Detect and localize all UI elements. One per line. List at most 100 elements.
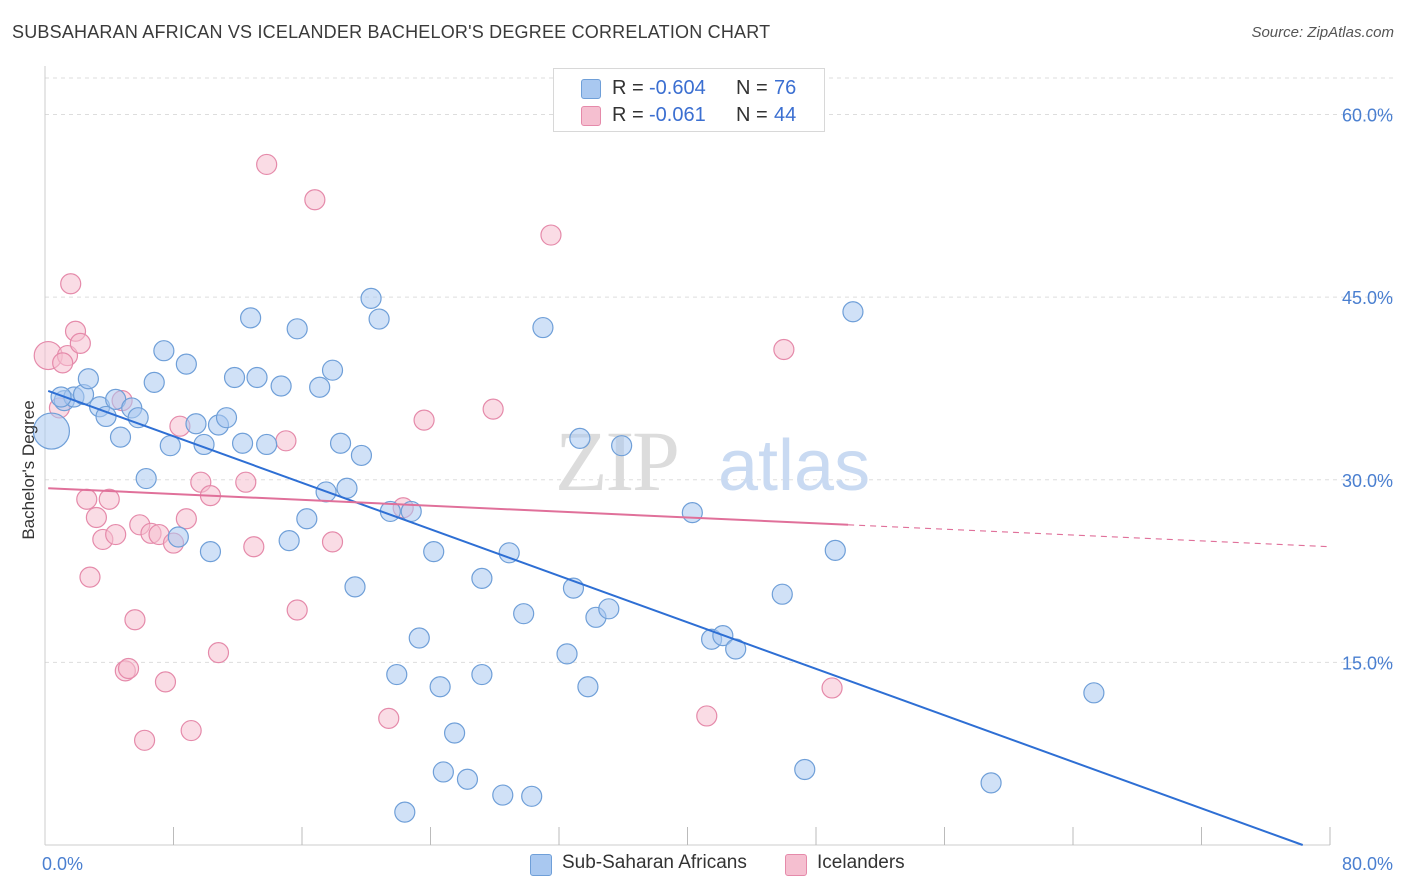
correlation-legend: R = -0.604 N = 76 R = -0.061 N = 44 <box>553 68 825 132</box>
legend-r-value: -0.061 <box>649 104 706 126</box>
sub-saharan-point <box>215 407 238 429</box>
sub-saharan-point <box>344 576 366 598</box>
sub-saharan-point <box>471 567 493 589</box>
y-tick-label: 60.0% <box>1342 106 1393 126</box>
legend-n-label: N = <box>736 77 768 99</box>
icelander-point <box>60 273 82 295</box>
sub-saharan-point <box>513 603 535 625</box>
sub-saharan-point <box>598 598 620 620</box>
sub-saharan-point <box>443 722 466 744</box>
icelander-point <box>105 523 127 546</box>
sub-saharan-point <box>109 426 132 448</box>
legend-row-icelanders: R = -0.061 N = 44 <box>554 102 824 128</box>
sub-saharan-point <box>360 287 382 309</box>
y-axis-label: Bachelor's Degree <box>19 400 38 539</box>
sub-saharan-point <box>135 467 157 490</box>
sub-saharan-point <box>50 386 72 408</box>
legend-r-value: -0.604 <box>649 77 706 99</box>
icelander-point <box>275 430 297 452</box>
sub-saharan-point <box>408 627 430 649</box>
sub-saharan-point <box>432 761 454 783</box>
legend-n-label: N = <box>736 104 768 126</box>
sub-saharan-point <box>577 676 599 698</box>
legend-r-label: R = <box>612 104 644 126</box>
icelander-point <box>133 729 156 751</box>
icelander-point <box>98 488 120 510</box>
sub-saharan-point <box>1083 682 1105 704</box>
icelander-point <box>76 488 98 510</box>
icelander-point <box>696 705 718 727</box>
sub-saharan-point <box>246 366 268 389</box>
chart-source: Source: ZipAtlas.com <box>1251 24 1394 41</box>
y-tick-label: 15.0% <box>1342 653 1393 673</box>
sub-saharan-point <box>386 663 408 686</box>
icelander-point <box>256 153 278 176</box>
icelander-point <box>540 224 562 246</box>
sub-saharan-point <box>532 316 554 339</box>
sub-saharan-point <box>456 768 479 790</box>
icelander-point <box>235 471 257 493</box>
sub-saharan-point <box>794 758 816 781</box>
sub-saharan-point <box>199 540 222 563</box>
sub-saharan-point <box>569 427 591 449</box>
icelander-point <box>117 657 140 680</box>
sub-saharan-point <box>167 526 189 548</box>
axes <box>44 66 1331 846</box>
sub-saharan-point <box>329 432 352 454</box>
sub-saharan-point <box>286 318 308 340</box>
sub-saharan-trend-line <box>47 389 1304 846</box>
icelander-point <box>154 671 177 693</box>
bottom-legend-label: Sub-Saharan Africans <box>562 852 747 873</box>
bottom-legend-label: Icelanders <box>817 852 905 873</box>
sub-saharan-point <box>240 307 262 329</box>
sub-saharan-point <box>153 340 175 362</box>
sub-saharan-point <box>423 540 445 563</box>
icelander-point <box>85 506 108 529</box>
icelander-point <box>482 398 504 420</box>
icelander-point <box>378 707 400 729</box>
sub-saharan-point <box>368 308 390 330</box>
y-tick-label: 30.0% <box>1342 471 1393 491</box>
sub-saharan-point <box>771 583 793 605</box>
sub-saharan-point <box>321 359 344 381</box>
icelander-point <box>304 189 326 211</box>
sub-saharan-point <box>498 542 520 564</box>
sub-saharan-points <box>32 287 1105 823</box>
trend-lines <box>47 389 1331 846</box>
sub-saharan-point <box>296 508 318 530</box>
x-tick-label: 80.0% <box>1342 854 1393 874</box>
legend-n-value: 76 <box>774 77 797 99</box>
sub-saharan-point <box>556 643 578 665</box>
watermark: ZIP atlas <box>555 413 870 509</box>
icelander-point <box>52 352 74 374</box>
legend-row-sub-saharan: R = -0.604 N = 76 <box>554 75 824 101</box>
x-tick-label: 0.0% <box>42 854 83 874</box>
legend-r-label: R = <box>612 77 644 99</box>
sub-saharan-point <box>278 530 300 552</box>
sub-saharan-point <box>127 407 149 429</box>
icelander-point <box>773 338 795 361</box>
icelander-point <box>175 508 197 530</box>
bottom-legend-swatch-blue <box>530 854 552 876</box>
sub-saharan-point <box>611 435 633 457</box>
sub-saharan-point <box>471 663 493 686</box>
sub-saharan-point <box>175 353 197 375</box>
bottom-legend-swatch-pink <box>785 854 807 876</box>
chart-title: SUBSAHARAN AFRICAN VS ICELANDER BACHELOR… <box>12 22 771 42</box>
sub-saharan-point <box>429 676 451 698</box>
sub-saharan-point <box>77 368 99 390</box>
icelander-point <box>243 536 265 558</box>
icelander-point <box>69 332 91 355</box>
legend-swatch-pink <box>581 106 601 126</box>
grid-lines <box>45 77 1395 663</box>
tick-labels: 15.0% 30.0% 45.0% 60.0% 0.0% 80.0% <box>42 106 1393 874</box>
icelander-point <box>79 566 101 588</box>
sub-saharan-point <box>824 539 846 561</box>
sub-saharan-point <box>185 413 207 435</box>
icelander-point <box>207 642 230 664</box>
sub-saharan-point <box>350 444 373 467</box>
icelander-point <box>821 677 843 699</box>
sub-saharan-point <box>256 433 278 456</box>
sub-saharan-point <box>32 412 71 450</box>
